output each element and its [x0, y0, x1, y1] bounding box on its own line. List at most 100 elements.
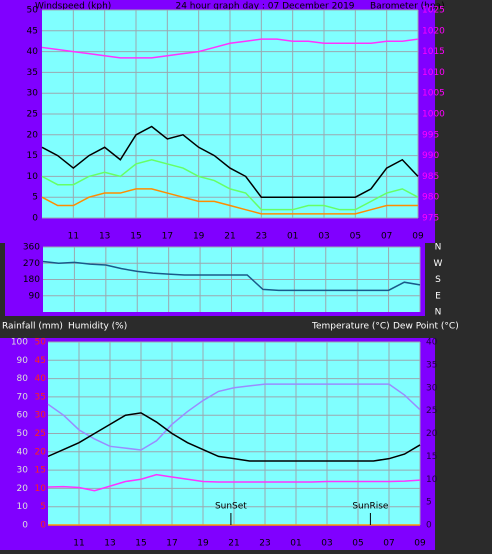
y-tick-label: 100 [11, 338, 28, 348]
y3-tick-label: 10 [35, 484, 47, 494]
y2-tick-label: 25 [426, 406, 437, 416]
annotation: SunRise [352, 502, 389, 512]
y-tick-label: 180 [23, 275, 40, 285]
x-tick-label: 05 [350, 232, 361, 242]
x-tick-label: 07 [381, 232, 392, 242]
y-tick-label: 45 [27, 26, 38, 36]
y3-tick-label: 50 [35, 338, 47, 348]
x-tick-label: 23 [256, 232, 267, 242]
y2-tick-label: W [434, 259, 443, 269]
y2-tick-label: 995 [422, 130, 439, 140]
y-tick-label: 40 [27, 47, 39, 57]
x-tick-label: 19 [197, 539, 209, 549]
y3-tick-label: 0 [40, 521, 46, 531]
y2-tick-label: E [435, 291, 441, 301]
rainfall-label: Rainfall (mm) [2, 322, 63, 332]
x-tick-label: 03 [318, 232, 329, 242]
y2-tick-label: 990 [422, 151, 439, 161]
x-tick-label: 21 [228, 539, 239, 549]
y2-tick-label: 1010 [422, 68, 445, 78]
series-line [41, 158, 419, 211]
series-line [47, 412, 421, 462]
y3-tick-label: 20 [35, 447, 47, 457]
x-tick-label: 13 [99, 232, 110, 242]
y-tick-label: 50 [27, 6, 39, 16]
y-tick-label: 10 [17, 502, 29, 512]
y-tick-label: 10 [27, 172, 39, 182]
y2-tick-label: 15 [426, 452, 437, 462]
x-tick-label: 09 [412, 232, 424, 242]
series-line [41, 188, 418, 215]
x-tick-label: 01 [287, 232, 298, 242]
y-tick-label: 5 [32, 193, 38, 203]
y-tick-label: 360 [23, 243, 40, 253]
y3-tick-label: 25 [35, 429, 46, 439]
humidity-label: Humidity (%) [68, 322, 127, 332]
y-tick-label: 15 [27, 151, 38, 161]
series-line [42, 260, 421, 292]
annotation: SunSet [215, 502, 247, 512]
y-tick-label: 40 [17, 447, 29, 457]
x-tick-label: 09 [414, 539, 426, 549]
y-tick-label: 270 [23, 259, 40, 269]
x-tick-label: 03 [321, 539, 332, 549]
chart-title: 24 hour graph day : 07 December 2019 [175, 2, 354, 12]
x-tick-label: 15 [135, 539, 146, 549]
y-tick-label: 70 [17, 392, 29, 402]
y2-tick-label: N [435, 243, 442, 253]
y2-tick-label: 1025 [422, 6, 445, 16]
x-tick-label: 05 [352, 539, 363, 549]
y-tick-label: 80 [17, 374, 29, 384]
x-tick-label: 15 [130, 232, 141, 242]
x-tick-label: 11 [68, 232, 79, 242]
y2-tick-label: 1015 [422, 47, 445, 57]
y-tick-label: 30 [17, 466, 29, 476]
x-tick-label: 23 [259, 539, 270, 549]
y-tick-label: 90 [29, 291, 41, 301]
y-tick-label: 50 [17, 429, 29, 439]
series-line [41, 38, 419, 59]
y2-tick-label: 1020 [422, 26, 445, 36]
barometer-label: Barometer (hpa) [370, 2, 445, 12]
y2-tick-label: 980 [422, 193, 439, 203]
y3-tick-label: 45 [35, 356, 46, 366]
series-line [47, 473, 421, 492]
y-tick-label: 20 [27, 130, 39, 140]
y3-tick-label: 30 [35, 411, 47, 421]
y2-tick-label: 10 [426, 475, 438, 485]
x-tick-label: 11 [73, 539, 84, 549]
y2-tick-label: 40 [426, 338, 438, 348]
series-line [47, 383, 421, 451]
y2-tick-label: 5 [426, 498, 432, 508]
y-tick-label: 30 [27, 89, 39, 99]
y2-tick-label: 975 [422, 214, 439, 224]
y-tick-label: 35 [27, 68, 38, 78]
y-tick-label: 25 [27, 110, 38, 120]
x-tick-label: 17 [166, 539, 177, 549]
x-tick-label: 17 [162, 232, 173, 242]
y3-tick-label: 35 [35, 392, 46, 402]
y2-tick-label: 20 [426, 429, 438, 439]
y-tick-label: 0 [22, 521, 28, 531]
y-tick-label: 90 [17, 356, 29, 366]
x-tick-label: 13 [104, 539, 115, 549]
y3-tick-label: 5 [40, 502, 46, 512]
x-tick-label: 01 [290, 539, 301, 549]
y3-tick-label: 15 [35, 466, 46, 476]
y-tick-label: 0 [32, 214, 38, 224]
y2-tick-label: N [435, 308, 442, 318]
y2-tick-label: 0 [426, 521, 432, 531]
dewpoint-label: Dew Point (°C) [393, 322, 459, 332]
y2-tick-label: 1000 [422, 110, 445, 120]
y3-tick-label: 40 [35, 374, 47, 384]
y2-tick-label: 35 [426, 360, 437, 370]
y2-tick-label: 985 [422, 172, 439, 182]
y-tick-label: 20 [17, 484, 29, 494]
x-tick-label: 21 [224, 232, 235, 242]
y-tick-label: 60 [17, 411, 29, 421]
x-tick-label: 19 [193, 232, 205, 242]
temperature-label: Temperature (°C) [311, 322, 390, 332]
windspeed-label: Windspeed (kph) [35, 2, 111, 12]
x-tick-label: 07 [383, 539, 394, 549]
